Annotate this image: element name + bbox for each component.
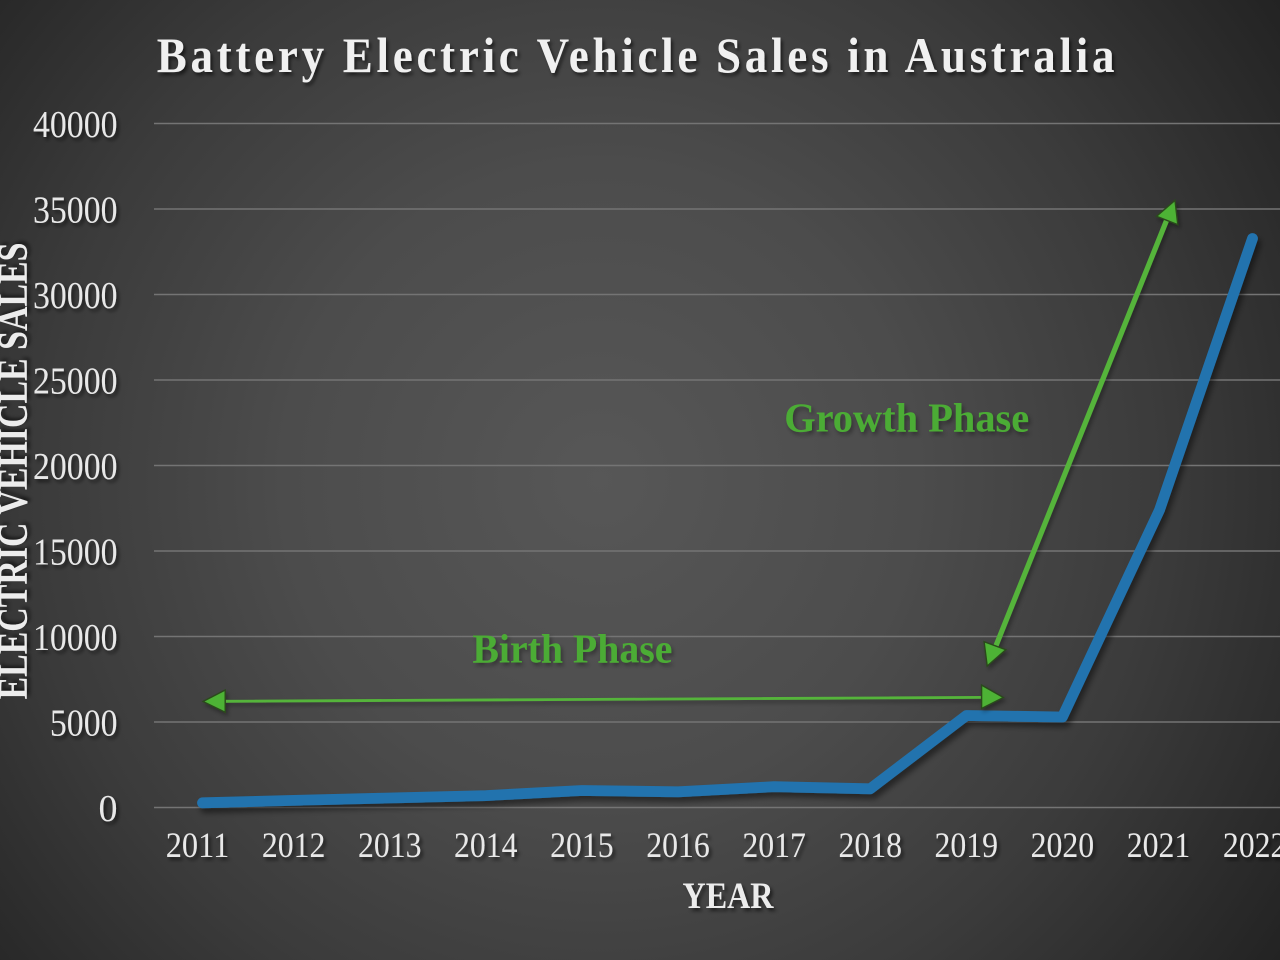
svg-text:2020: 2020	[1031, 825, 1095, 865]
svg-text:Battery Electric Vehicle Sales: Battery Electric Vehicle Sales in Austra…	[157, 29, 1118, 84]
svg-text:Growth Phase: Growth Phase	[784, 395, 1029, 441]
svg-text:10000: 10000	[33, 617, 118, 659]
svg-text:2019: 2019	[935, 825, 999, 865]
svg-text:2017: 2017	[742, 825, 806, 865]
svg-text:15000: 15000	[33, 532, 118, 574]
svg-text:2016: 2016	[646, 825, 710, 865]
svg-text:2018: 2018	[838, 825, 902, 865]
svg-text:5000: 5000	[50, 703, 118, 745]
svg-text:YEAR: YEAR	[683, 876, 775, 917]
svg-text:25000: 25000	[33, 361, 118, 403]
svg-text:2011: 2011	[166, 825, 230, 865]
svg-text:ELECTRIC VEHICLE SALES: ELECTRIC VEHICLE SALES	[0, 243, 37, 700]
svg-text:2022: 2022	[1223, 825, 1280, 865]
svg-text:40000: 40000	[33, 104, 118, 146]
svg-text:2015: 2015	[550, 825, 614, 865]
svg-text:Birth Phase: Birth Phase	[472, 626, 672, 672]
svg-text:2021: 2021	[1127, 825, 1191, 865]
svg-text:35000: 35000	[33, 190, 118, 232]
svg-text:2013: 2013	[358, 825, 422, 865]
svg-text:20000: 20000	[33, 446, 118, 488]
svg-text:2014: 2014	[454, 825, 518, 865]
svg-text:0: 0	[99, 788, 118, 830]
svg-text:2012: 2012	[262, 825, 326, 865]
svg-text:30000: 30000	[33, 275, 118, 317]
